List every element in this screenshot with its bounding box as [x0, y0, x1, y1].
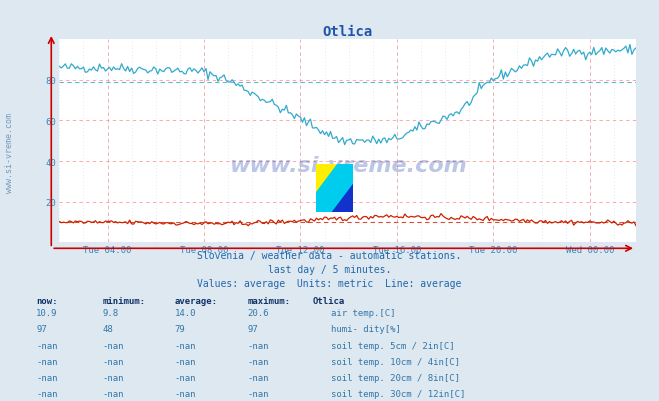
Polygon shape [316, 164, 338, 193]
Text: humi- dity[%]: humi- dity[%] [331, 325, 401, 334]
Text: 48: 48 [102, 325, 113, 334]
Text: -nan: -nan [175, 357, 196, 366]
Title: Otlica: Otlica [322, 25, 373, 39]
Text: www.si-vreme.com: www.si-vreme.com [229, 156, 467, 176]
Text: 79: 79 [175, 325, 185, 334]
Text: -nan: -nan [175, 373, 196, 382]
Text: air temp.[C]: air temp.[C] [331, 309, 396, 318]
Text: 97: 97 [36, 325, 47, 334]
Text: -nan: -nan [36, 389, 58, 398]
Text: 97: 97 [247, 325, 258, 334]
Text: -nan: -nan [102, 389, 124, 398]
Polygon shape [316, 164, 353, 213]
Text: 14.0: 14.0 [175, 309, 196, 318]
Text: -nan: -nan [102, 373, 124, 382]
Text: soil temp. 5cm / 2in[C]: soil temp. 5cm / 2in[C] [331, 341, 455, 350]
Text: -nan: -nan [102, 341, 124, 350]
Text: -nan: -nan [102, 357, 124, 366]
Text: average:: average: [175, 296, 217, 305]
Text: -nan: -nan [36, 357, 58, 366]
Text: Otlica: Otlica [313, 296, 345, 305]
Text: now:: now: [36, 296, 58, 305]
Text: last day / 5 minutes.: last day / 5 minutes. [268, 265, 391, 275]
Text: minimum:: minimum: [102, 296, 145, 305]
Text: 9.8: 9.8 [102, 309, 118, 318]
Text: -nan: -nan [247, 341, 269, 350]
Text: Slovenia / weather data - automatic stations.: Slovenia / weather data - automatic stat… [197, 251, 462, 261]
Text: -nan: -nan [175, 389, 196, 398]
Text: -nan: -nan [247, 357, 269, 366]
Text: maximum:: maximum: [247, 296, 290, 305]
Text: 20.6: 20.6 [247, 309, 269, 318]
Text: -nan: -nan [36, 341, 58, 350]
Text: -nan: -nan [247, 373, 269, 382]
Text: soil temp. 20cm / 8in[C]: soil temp. 20cm / 8in[C] [331, 373, 461, 382]
Text: soil temp. 30cm / 12in[C]: soil temp. 30cm / 12in[C] [331, 389, 466, 398]
Text: soil temp. 10cm / 4in[C]: soil temp. 10cm / 4in[C] [331, 357, 461, 366]
Text: 10.9: 10.9 [36, 309, 58, 318]
Text: -nan: -nan [36, 373, 58, 382]
Text: -nan: -nan [175, 341, 196, 350]
Text: Values: average  Units: metric  Line: average: Values: average Units: metric Line: aver… [197, 279, 462, 289]
Text: www.si-vreme.com: www.si-vreme.com [5, 112, 14, 192]
Text: -nan: -nan [247, 389, 269, 398]
